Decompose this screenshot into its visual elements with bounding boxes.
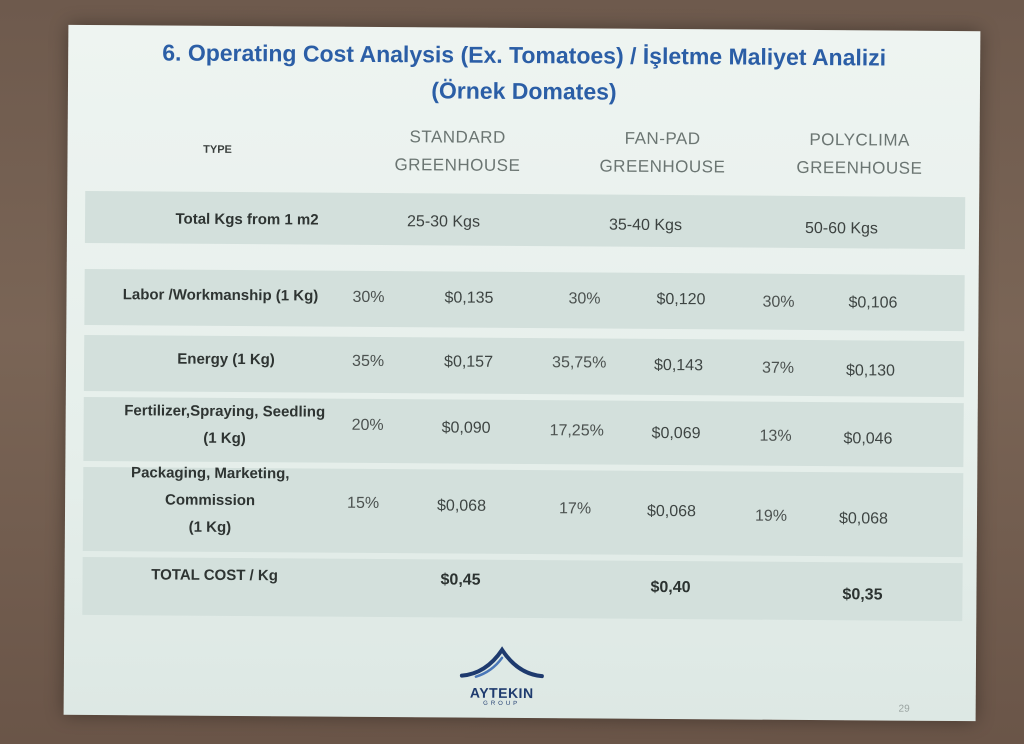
aytekin-group-logo: AYTEKIN GROUP [452,646,552,711]
row-label-total-cost: TOTAL COST / Kg [151,566,278,585]
packaging-polyclima-pct: 19% [754,507,788,525]
labor-standard-pct: 30% [352,288,385,307]
row-label-energy: Energy (1 Kg) [177,350,275,369]
labor-polyclima-pct: 30% [762,293,795,311]
total-kgs-standard: 25-30 Kgs [406,213,481,231]
fertilizer-fanpad-value: $0,069 [651,424,701,443]
logo-subtext: GROUP [483,700,521,707]
logo-name: AYTEKIN [469,684,534,702]
packaging-fanpad-value: $0,068 [646,502,697,521]
row-label-fertilizer: Fertilizer,Spraying, Seedling (1 Kg) [124,402,326,448]
energy-fanpad-value: $0,143 [653,356,704,375]
labor-standard-value: $0,135 [444,289,494,307]
fertilizer-standard-pct: 20% [351,416,384,435]
energy-standard-pct: 35% [352,352,385,371]
packaging-polyclima-value: $0,068 [838,510,888,528]
packaging-standard-value: $0,068 [437,497,487,515]
packaging-standard-pct: 15% [347,494,380,513]
energy-polyclima-pct: 37% [761,359,795,377]
row-label-packaging: Packaging, Marketing, Commission (1 Kg) [131,464,290,536]
fertilizer-polyclima-value: $0,046 [843,430,893,448]
labor-fanpad-value: $0,120 [656,290,706,309]
labor-polyclima-value: $0,106 [848,294,898,312]
energy-polyclima-value: $0,130 [845,362,896,380]
fertilizer-polyclima-pct: 13% [759,427,792,445]
labor-fanpad-pct: 30% [568,290,601,308]
slide-title: 6. Operating Cost Analysis (Ex. Tomatoes… [162,39,887,71]
total-cost-standard: $0,45 [440,571,481,589]
row-label-labor: Labor /Workmanship (1 Kg) [122,286,319,305]
total-kgs-polyclima: 50-60 Kgs [804,219,879,238]
header-standard-greenhouse: STANDARD GREENHOUSE [394,127,521,175]
presentation-slide: 6. Operating Cost Analysis (Ex. Tomatoes… [63,24,981,722]
slide-subtitle: (Örnek Domates) [431,77,617,105]
packaging-fanpad-pct: 17% [558,500,592,518]
type-header: TYPE [203,143,232,156]
fertilizer-standard-value: $0,090 [441,419,491,437]
energy-fanpad-pct: 35,75% [552,354,607,372]
total-cost-polyclima: $0,35 [842,586,883,604]
row-label-total-kgs: Total Kgs from 1 m2 [175,210,319,229]
logo-mark-icon [459,646,544,679]
fertilizer-fanpad-pct: 17,25% [549,422,604,440]
total-kgs-fanpad: 35-40 Kgs [608,216,683,235]
page-number: 29 [898,703,910,715]
energy-standard-value: $0,157 [444,353,494,371]
header-fanpad-greenhouse: FAN-PAD GREENHOUSE [599,128,726,177]
header-polyclima-greenhouse: POLYCLIMA GREENHOUSE [796,130,923,178]
total-cost-fanpad: $0,40 [650,578,691,597]
